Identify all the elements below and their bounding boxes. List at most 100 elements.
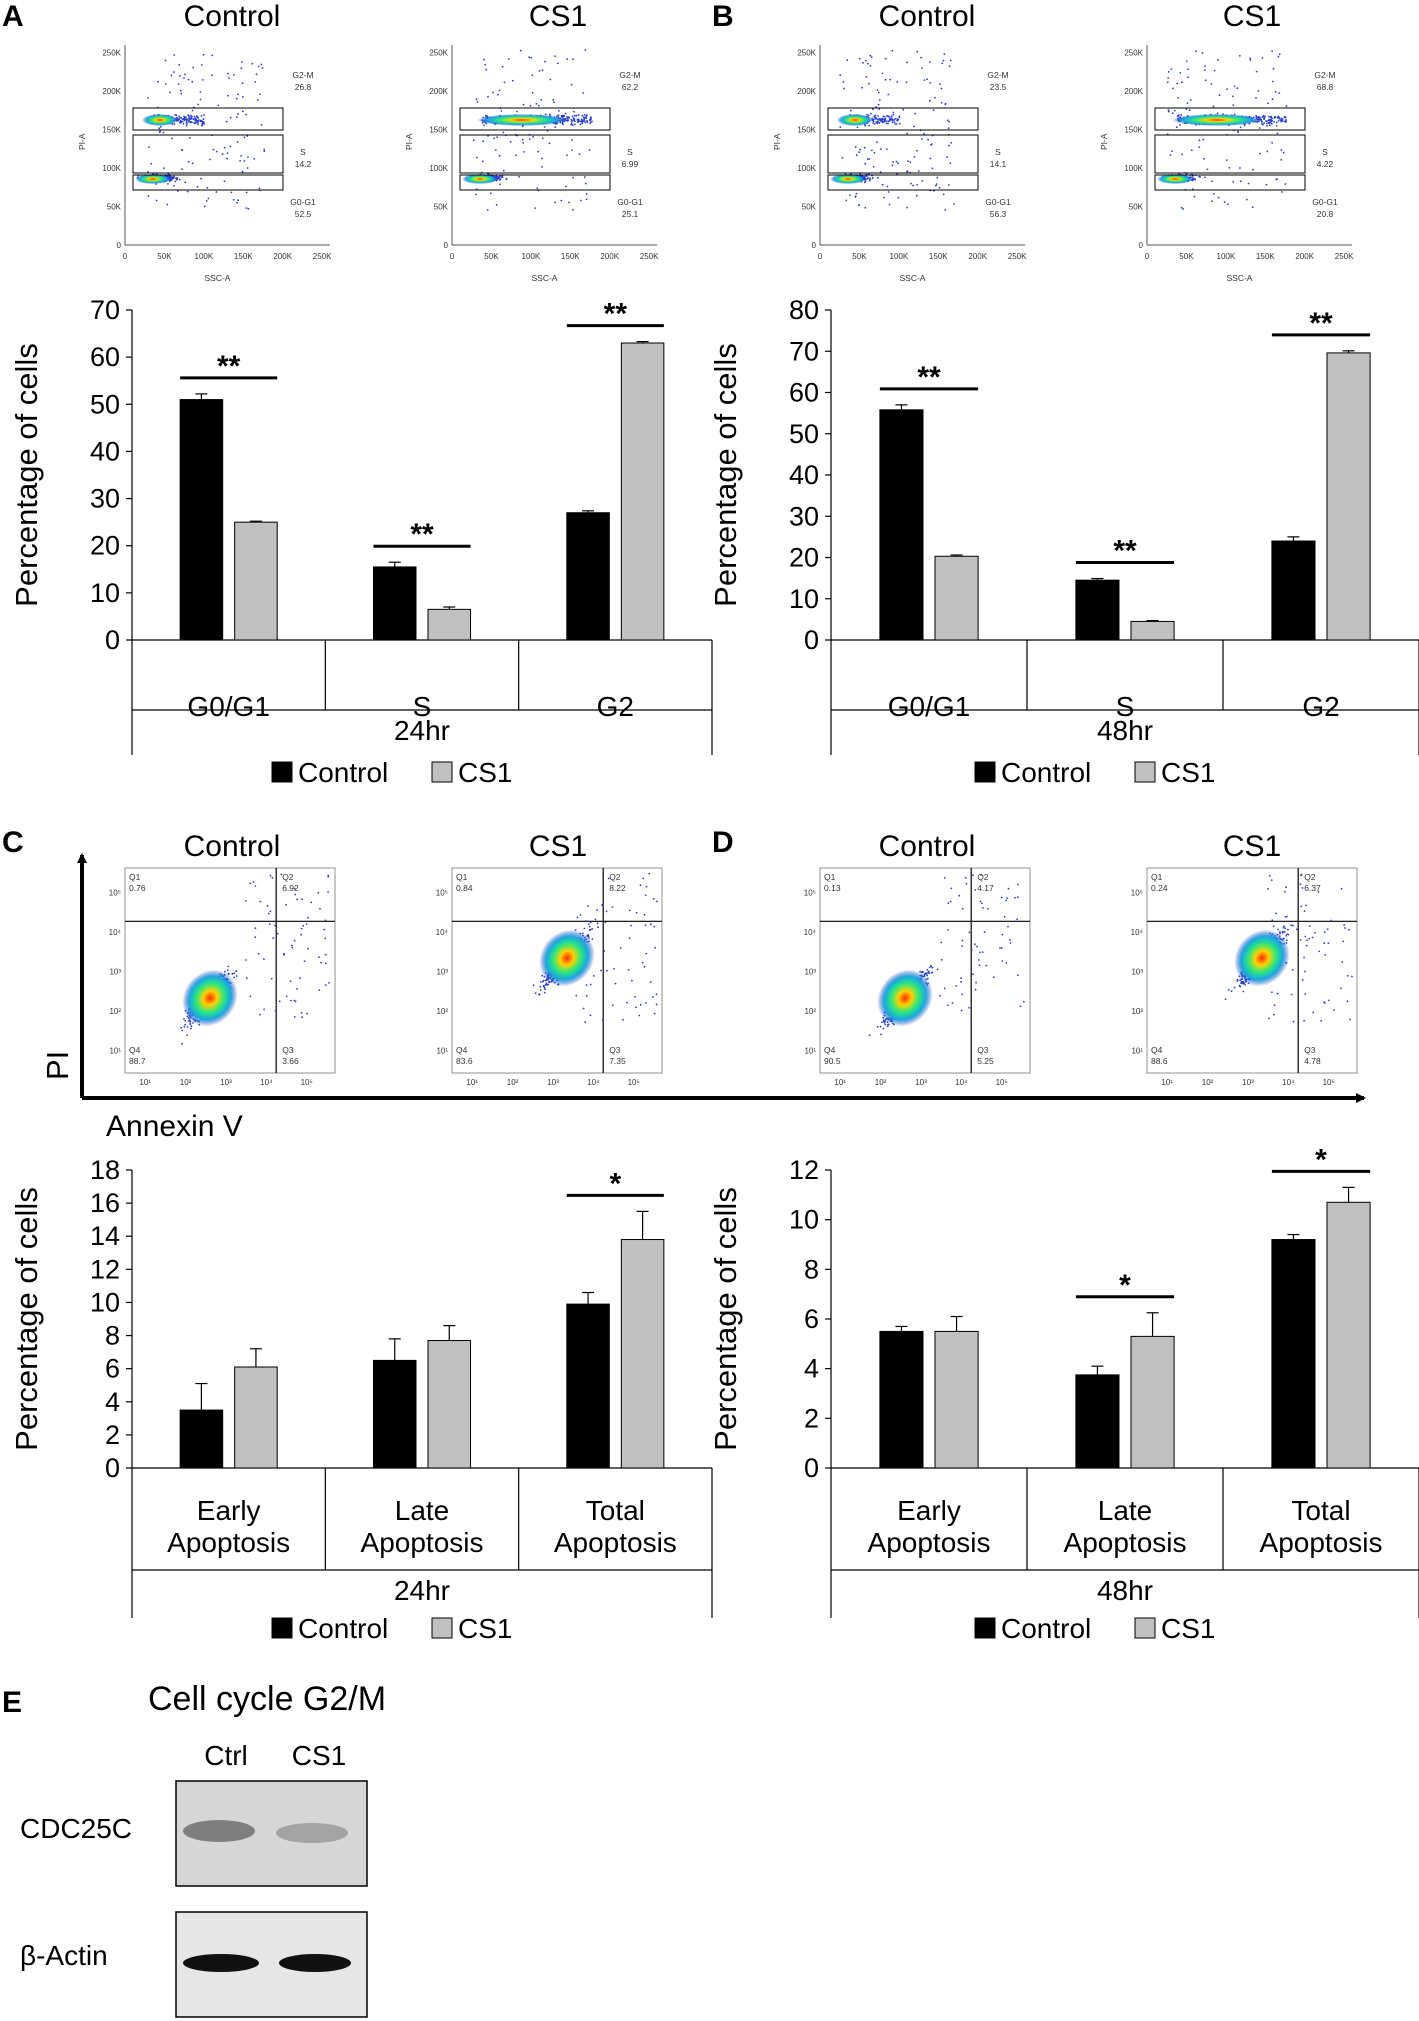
flow-dot <box>964 877 967 879</box>
legend-label-cs1: CS1 <box>458 1613 512 1644</box>
flow-dot <box>1285 939 1288 941</box>
flow-dot <box>961 907 964 910</box>
flow-xtick: 0 <box>818 252 823 261</box>
flow-dot <box>1233 85 1236 88</box>
category-label: Apoptosis <box>361 1527 484 1558</box>
flow-dot <box>926 968 929 971</box>
flow-dot <box>186 1026 189 1028</box>
flow-dot <box>879 1025 882 1028</box>
flow-dot <box>324 984 327 986</box>
flow-dot <box>1271 919 1274 922</box>
legend-swatch-cs1 <box>1134 761 1156 783</box>
flow-ytick: 10⁵ <box>1131 889 1143 898</box>
bar-control-0 <box>179 399 224 641</box>
flow-dot <box>649 981 652 983</box>
flow-dot <box>483 124 485 127</box>
flow-dot <box>570 122 573 124</box>
flow-dot <box>906 206 908 209</box>
flow-dot <box>177 190 179 192</box>
quadrant-name: Q3 <box>977 1045 989 1055</box>
flow-dot <box>654 946 656 949</box>
flow-dot <box>157 80 160 83</box>
flow-dot <box>589 1014 592 1017</box>
flow-dot <box>1236 980 1239 982</box>
flow-dot <box>947 184 950 186</box>
flow-dot <box>946 929 949 931</box>
flow-ytick: 250K <box>102 49 121 58</box>
flow-dot <box>875 121 877 123</box>
flow-dot <box>217 104 220 107</box>
flow-dot <box>254 936 257 939</box>
flow-dot <box>927 138 929 141</box>
flow-header-control-d: Control <box>879 830 976 863</box>
gate-g2-m <box>827 107 979 131</box>
flow-dot <box>183 77 185 79</box>
flow-dot <box>950 887 953 890</box>
significance-mark: ** <box>1309 307 1333 340</box>
flow-dot <box>1303 910 1306 912</box>
flow-xtick: 200K <box>600 252 619 261</box>
flow-dot <box>566 154 568 157</box>
y-tick-label: 70 <box>789 336 819 366</box>
quadrant-value: 90.5 <box>824 1056 841 1066</box>
flow-dot <box>845 199 848 202</box>
flow-dot <box>877 115 879 117</box>
flow-dot <box>1185 60 1188 63</box>
flow-dot <box>293 999 296 1002</box>
flow-dot <box>291 946 294 949</box>
flow-dot <box>974 988 977 991</box>
flow-dot <box>583 176 586 179</box>
flow-dot <box>581 114 584 117</box>
flow-dot <box>1292 1020 1295 1023</box>
flow-dot <box>187 114 190 116</box>
flow-dot <box>1187 68 1190 71</box>
flow-dot <box>876 122 879 125</box>
flow-dot <box>1238 55 1241 57</box>
flow-dot <box>293 939 296 942</box>
flow-dot <box>1268 115 1270 118</box>
flow-dot <box>868 179 871 182</box>
flow-dot <box>1263 118 1265 121</box>
quadrant-name: Q1 <box>129 872 141 882</box>
flow-dot <box>924 972 927 975</box>
flow-dot <box>1239 979 1241 982</box>
flow-dot <box>1270 879 1273 881</box>
gate-value: 56.3 <box>990 209 1007 219</box>
flow-dot <box>534 207 537 210</box>
flow-dot <box>199 98 202 101</box>
flow-ytick: 10¹ <box>1131 1046 1143 1055</box>
flow-ytick: 10¹ <box>436 1046 448 1055</box>
flow-dot <box>628 909 631 912</box>
flow-dot <box>241 96 244 98</box>
flow-dot <box>183 1018 185 1020</box>
flow-dot <box>307 947 309 950</box>
flow-dot <box>300 933 302 936</box>
flow-dot <box>985 964 988 967</box>
quadrant-value: 88.6 <box>1151 1056 1168 1066</box>
flow-ytick: 200K <box>429 87 448 96</box>
legend-label-control: Control <box>298 1613 388 1644</box>
flow-xtick: 10⁵ <box>628 1078 640 1087</box>
flow-dot <box>893 121 896 123</box>
flow-dot <box>1255 97 1257 99</box>
gate-g2-m <box>132 107 284 131</box>
gate-g2-m <box>459 107 611 131</box>
flow-dot <box>1258 127 1261 129</box>
category-label: Apoptosis <box>1260 1527 1383 1558</box>
flow-dot <box>189 121 192 123</box>
flow-dot <box>475 193 478 196</box>
flow-dot <box>611 1004 614 1007</box>
flow-dot <box>493 137 495 140</box>
flow-dot <box>1239 167 1241 169</box>
flow-dot <box>1263 116 1265 118</box>
flow-dot <box>970 1018 973 1021</box>
flow-dot <box>605 910 608 913</box>
gate-name: G2-M <box>987 70 1008 80</box>
bar-cs1-2 <box>620 1239 665 1469</box>
quadrant-name: Q3 <box>1304 1045 1316 1055</box>
flow-dot <box>1327 942 1330 945</box>
flow-ylabel: PI-A <box>77 133 87 150</box>
flow-dot <box>225 120 228 123</box>
flow-dot <box>907 160 909 163</box>
flow-dot <box>159 130 162 133</box>
